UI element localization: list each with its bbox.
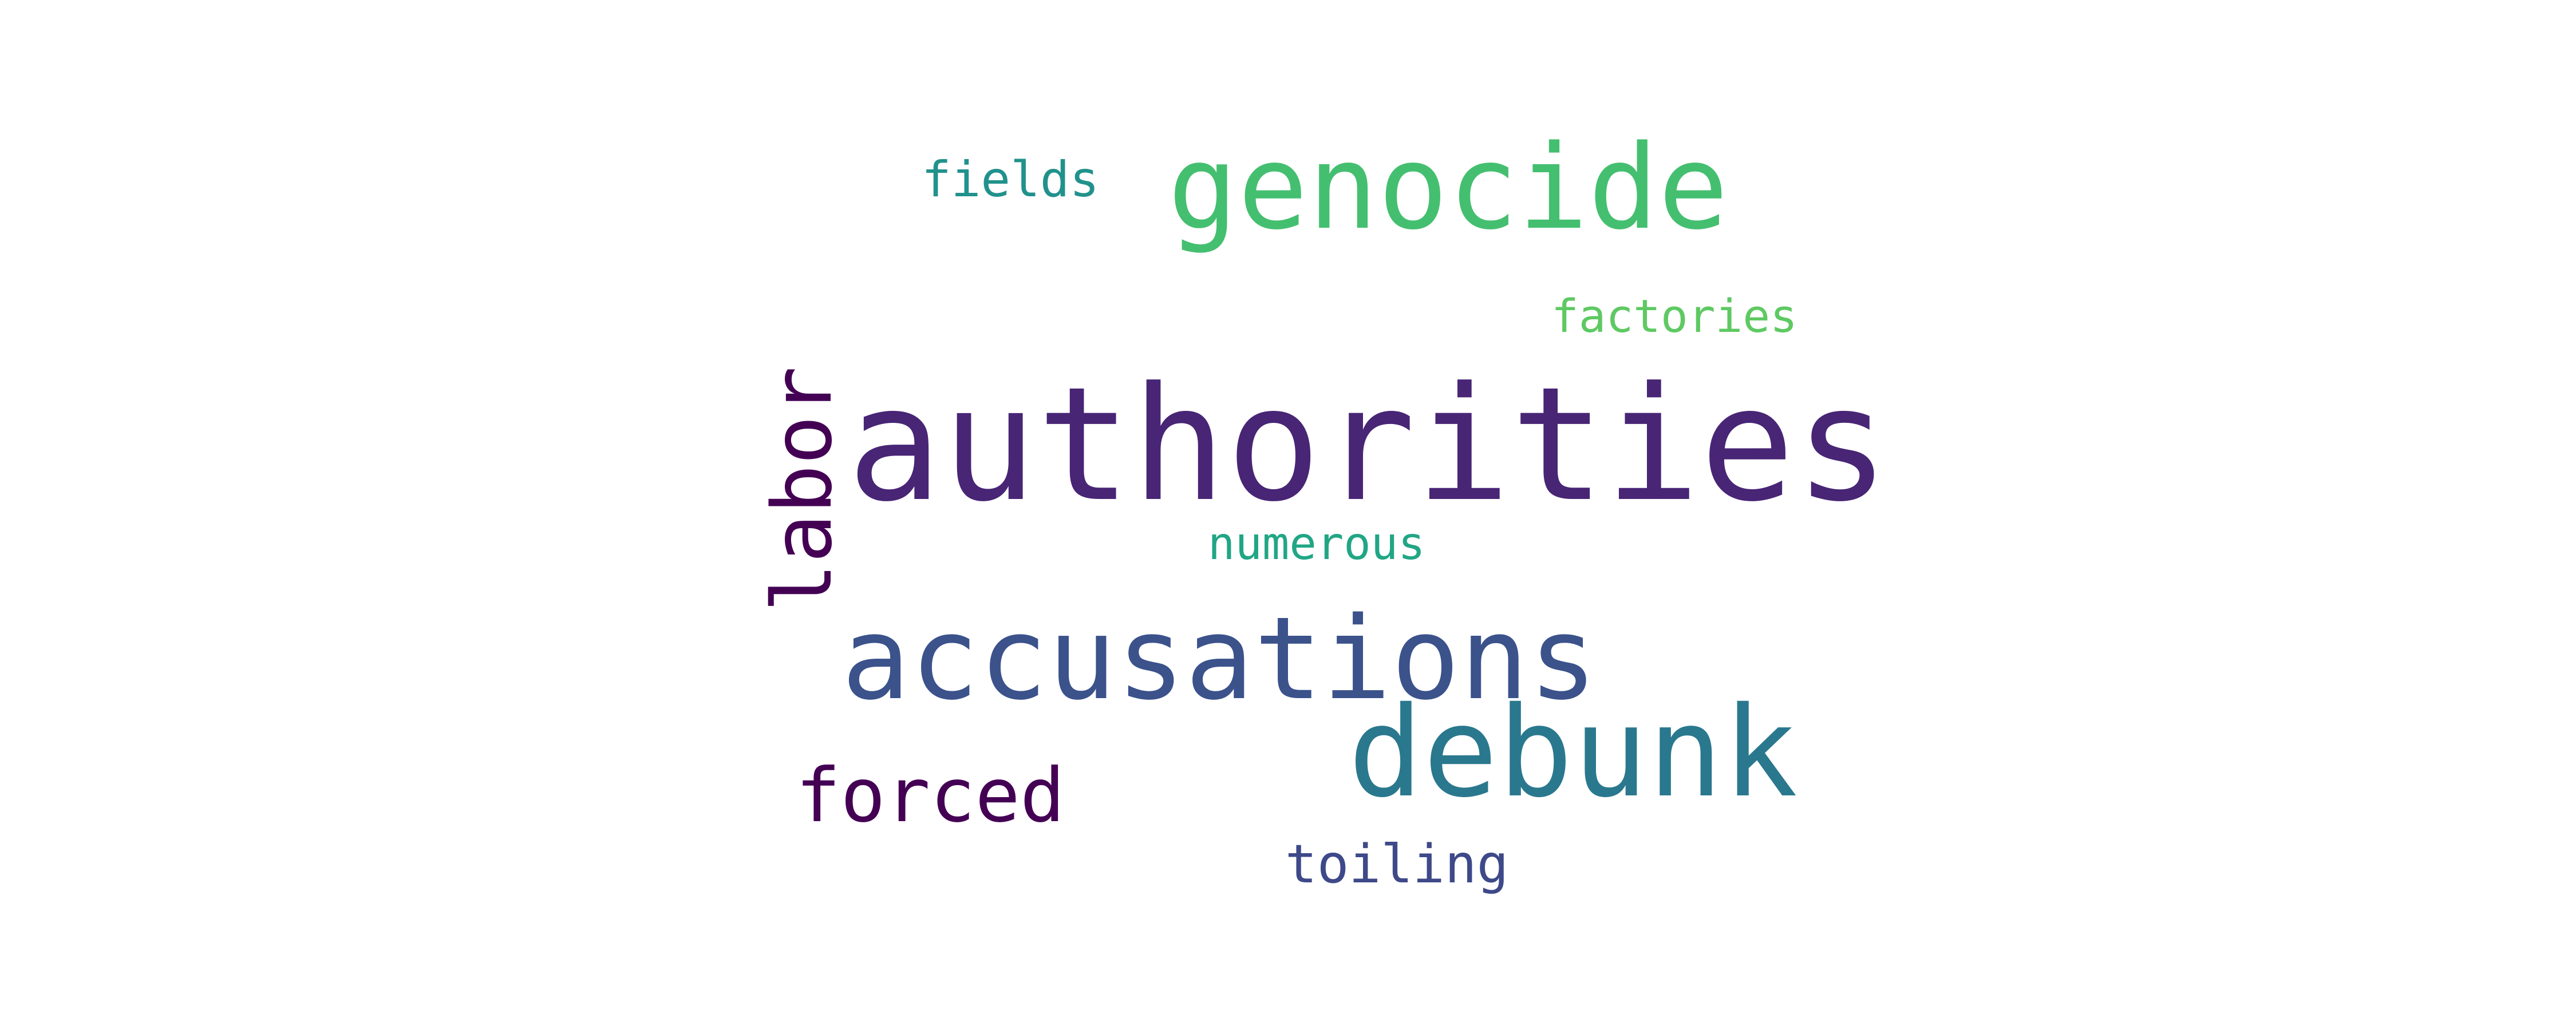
word-numerous: numerous	[1208, 517, 1425, 570]
word-authorities: authorities	[847, 353, 1890, 536]
word-forced: forced	[796, 752, 1065, 839]
word-genocide: genocide	[1168, 120, 1729, 255]
word-labor: labor	[754, 366, 850, 612]
word-accusations: accusations	[841, 593, 1598, 726]
word-fields: fields	[922, 151, 1100, 208]
word-debunk: debunk	[1348, 680, 1798, 825]
word-factories: factories	[1551, 290, 1797, 343]
word-toiling: toiling	[1285, 833, 1509, 895]
